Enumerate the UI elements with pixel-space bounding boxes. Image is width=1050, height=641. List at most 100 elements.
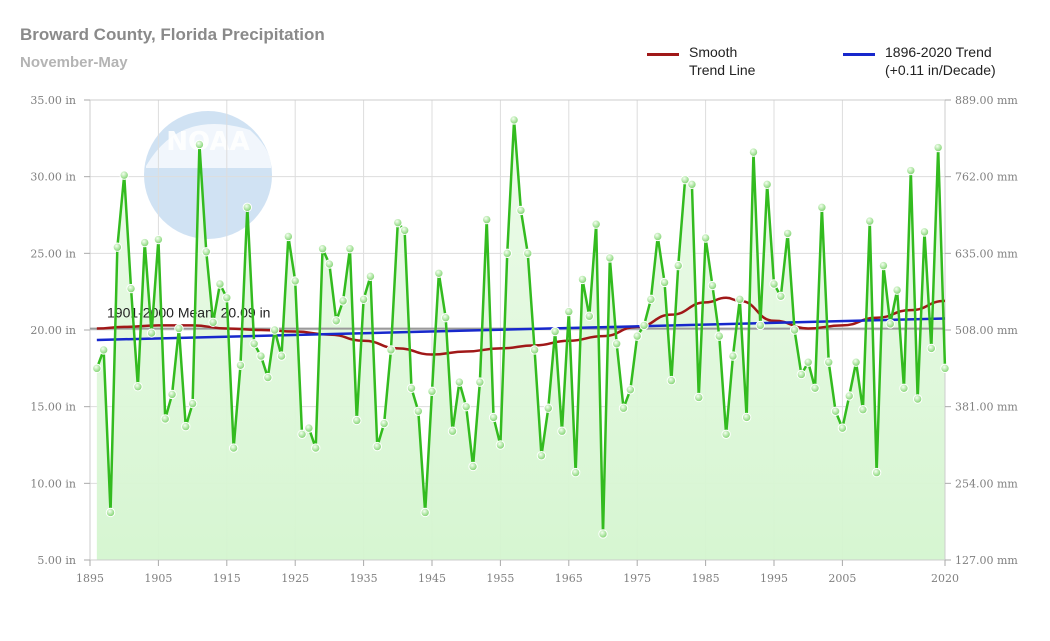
data-point	[659, 277, 670, 288]
y-tick-label-right: 381.00 mm	[955, 401, 1018, 414]
data-point	[140, 237, 150, 248]
data-point	[926, 343, 937, 354]
y-tick-label-right: 889.00 mm	[955, 94, 1018, 107]
legend-swatch-linear-trend	[843, 53, 875, 56]
legend-swatch-smooth-trend	[647, 53, 679, 56]
data-point	[817, 202, 827, 213]
data-point	[611, 339, 622, 349]
data-point	[194, 139, 205, 150]
data-point	[338, 296, 348, 306]
data-point	[782, 228, 793, 239]
data-point	[878, 260, 889, 271]
noaa-logo: NOAA	[144, 111, 272, 239]
data-point	[851, 357, 861, 367]
data-point	[324, 259, 335, 269]
data-point	[707, 280, 718, 291]
data-point	[844, 391, 854, 401]
data-point	[454, 377, 465, 387]
data-point	[222, 293, 232, 303]
data-point	[748, 147, 759, 157]
data-point	[700, 233, 711, 243]
data-point	[550, 326, 560, 337]
y-tick-label-right: 762.00 mm	[955, 171, 1018, 184]
data-point	[153, 234, 164, 245]
data-point	[379, 418, 389, 429]
data-point	[557, 426, 567, 436]
data-point	[317, 244, 328, 254]
data-point	[276, 351, 287, 361]
data-point	[105, 507, 116, 518]
x-tick-label: 1965	[555, 572, 583, 585]
data-point	[919, 227, 930, 237]
x-tick-label: 1905	[144, 572, 172, 585]
y-tick-label-left: 35.00 in	[30, 94, 76, 107]
data-point	[495, 440, 506, 450]
data-point	[358, 294, 369, 305]
noaa-logo-upper	[146, 123, 272, 168]
data-point	[502, 248, 512, 259]
data-point	[167, 389, 177, 400]
data-point	[399, 225, 410, 236]
data-point	[865, 216, 875, 226]
data-point	[352, 415, 362, 426]
data-point	[789, 325, 800, 335]
data-point	[208, 317, 218, 328]
data-point	[536, 451, 547, 461]
data-point	[625, 385, 636, 395]
data-point	[687, 179, 697, 190]
data-point	[112, 242, 123, 252]
data-point	[673, 260, 683, 271]
data-point	[899, 383, 909, 393]
data-point	[235, 360, 246, 370]
data-point	[447, 426, 458, 436]
data-point	[146, 328, 157, 338]
data-point	[372, 441, 382, 452]
data-point	[345, 244, 355, 254]
y-tick-label-left: 10.00 in	[30, 477, 76, 490]
data-point	[529, 345, 540, 355]
data-point	[940, 363, 950, 374]
data-point	[413, 406, 424, 416]
data-point	[570, 467, 581, 478]
y-tick-label-left: 20.00 in	[30, 324, 76, 337]
data-point	[290, 276, 300, 286]
data-point	[666, 375, 677, 386]
data-point	[468, 461, 478, 472]
data-point	[256, 351, 266, 361]
data-point	[605, 253, 615, 263]
data-points	[92, 115, 950, 539]
data-point	[741, 412, 752, 423]
data-point	[632, 331, 642, 341]
data-point	[933, 142, 943, 153]
data-point	[714, 331, 724, 341]
data-point	[837, 423, 848, 433]
data-point	[427, 386, 437, 397]
data-point	[174, 323, 184, 334]
data-point	[297, 429, 307, 439]
y-tick-label-left: 25.00 in	[30, 247, 76, 260]
data-point	[331, 316, 341, 326]
data-point	[482, 214, 492, 225]
data-point	[577, 274, 588, 285]
data-point	[160, 414, 170, 424]
chart-subtitle: November-May	[20, 54, 128, 71]
data-point	[434, 268, 444, 278]
data-point	[735, 294, 745, 305]
data-point	[653, 231, 663, 242]
data-point	[420, 507, 430, 518]
data-point	[680, 175, 690, 185]
data-point	[721, 429, 731, 439]
data-point	[92, 363, 102, 374]
x-tick-label: 1935	[350, 572, 378, 585]
tick-labels: 5.00 in 10.00 in 15.00 in 20.00 in 25.00 in 3…	[30, 94, 1018, 585]
data-point	[311, 443, 321, 453]
x-tick-label: 2020	[931, 572, 959, 585]
data-point	[803, 357, 813, 367]
data-point	[201, 247, 211, 257]
data-point	[728, 351, 738, 361]
y-tick-label-right: 127.00 mm	[955, 554, 1018, 567]
data-point	[776, 291, 786, 301]
data-point	[591, 219, 601, 229]
data-point	[406, 383, 417, 393]
